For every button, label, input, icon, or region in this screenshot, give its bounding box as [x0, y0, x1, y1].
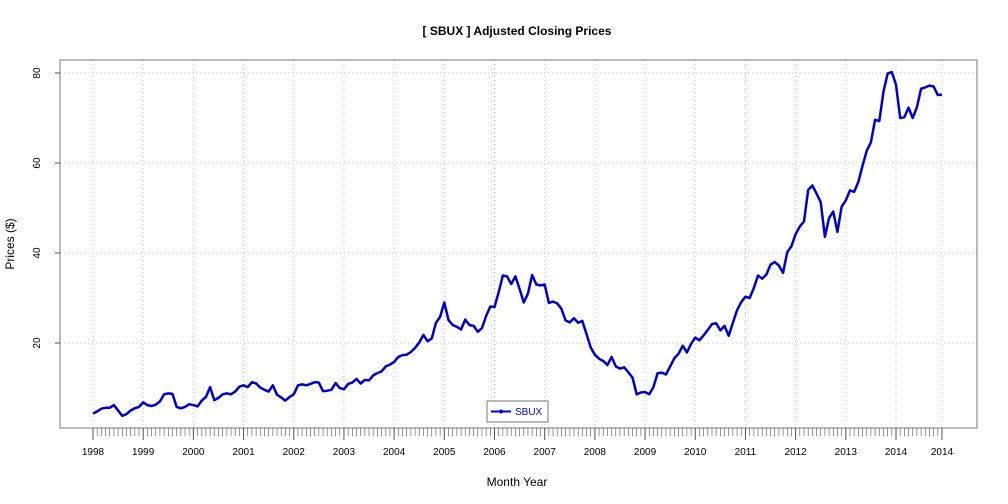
y-tick-label: 60: [32, 157, 43, 169]
y-axis-label: Prices ($): [3, 218, 17, 269]
x-tick-label: 2001: [232, 447, 255, 458]
chart-title: [ SBUX ] Adjusted Closing Prices: [423, 24, 612, 38]
x-tick-label: 2000: [182, 447, 205, 458]
y-tick-label: 80: [32, 67, 43, 79]
x-tick-label: 2008: [584, 447, 607, 458]
series-line-sbux: [92, 70, 943, 418]
x-tick-label: 2014: [931, 447, 954, 458]
x-tick-label: 2007: [534, 447, 557, 458]
series-layer: [92, 70, 943, 418]
legend: SBUX: [486, 400, 549, 423]
grid: [60, 60, 977, 428]
legend-box: [486, 400, 549, 423]
x-tick-label: 2002: [283, 447, 306, 458]
x-axis: 1998 1999 2000 2001 2002 2003 2004 2005 2006 2007…: [82, 428, 954, 458]
y-tick-label: 40: [32, 247, 43, 259]
plot-frame: [59, 59, 978, 429]
y-axis: 20 40 60 80: [32, 67, 60, 349]
x-tick-label: 1999: [132, 447, 155, 458]
y-tick-label: 20: [32, 337, 43, 349]
legend-label: SBUX: [515, 407, 543, 418]
x-tick-label: 2003: [333, 447, 356, 458]
legend-marker: [499, 409, 503, 414]
x-tick-label: 2014: [885, 447, 908, 458]
x-tick-label: 2010: [684, 447, 707, 458]
x-axis-label: Month Year: [487, 475, 548, 489]
x-tick-label: 2013: [835, 447, 858, 458]
x-tick-label: 2011: [735, 447, 757, 458]
x-tick-label: 2009: [634, 447, 657, 458]
x-tick-label: 2005: [433, 447, 456, 458]
x-tick-label: 2004: [383, 447, 406, 458]
x-tick-label: 2006: [483, 447, 506, 458]
x-tick-label: 2012: [784, 447, 807, 458]
x-tick-label: 1998: [82, 447, 105, 458]
